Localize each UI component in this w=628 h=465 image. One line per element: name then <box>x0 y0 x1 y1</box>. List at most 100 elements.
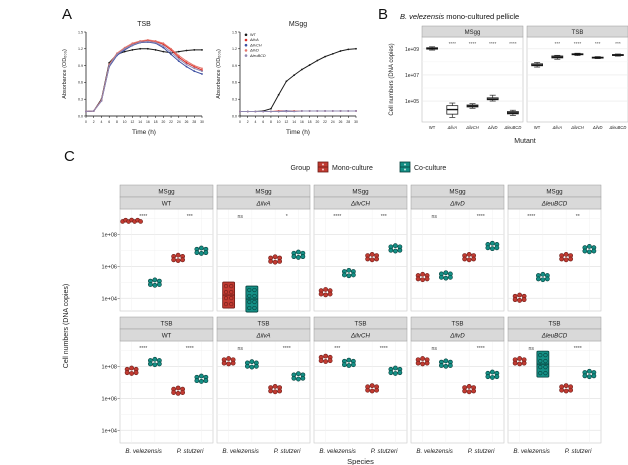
svg-text:****: **** <box>186 346 194 352</box>
svg-text:P. stutzeri: P. stutzeri <box>468 448 495 455</box>
svg-text:MSgg: MSgg <box>289 21 307 28</box>
svg-text:16: 16 <box>146 120 150 124</box>
svg-text:1.2: 1.2 <box>78 47 83 51</box>
svg-text:****: **** <box>527 214 535 220</box>
svg-text:ΔilvCH: ΔilvCH <box>570 125 584 130</box>
svg-text:****: **** <box>477 214 485 220</box>
svg-text:Mono-culture: Mono-culture <box>332 165 373 172</box>
svg-text:****: **** <box>449 41 457 47</box>
svg-text:4: 4 <box>101 120 103 124</box>
svg-text:1.5: 1.5 <box>78 30 83 34</box>
svg-text:ΔilvD: ΔilvD <box>592 125 603 130</box>
svg-text:24: 24 <box>177 120 181 124</box>
svg-text:1e+04: 1e+04 <box>102 296 117 302</box>
svg-text:ΔilvD: ΔilvD <box>449 333 465 340</box>
svg-text:22: 22 <box>323 120 327 124</box>
svg-text:B. velezensis: B. velezensis <box>319 448 355 455</box>
svg-text:8: 8 <box>116 120 118 124</box>
svg-text:WT: WT <box>162 201 172 208</box>
svg-text:24: 24 <box>331 120 335 124</box>
svg-text:P. stutzeri: P. stutzeri <box>274 448 301 455</box>
panel-b-label: B <box>378 6 389 23</box>
svg-text:TSB: TSB <box>451 321 463 328</box>
svg-text:****: **** <box>469 41 477 47</box>
svg-text:0: 0 <box>239 120 241 124</box>
svg-text:***: *** <box>615 41 621 47</box>
svg-text:Time (h): Time (h) <box>132 129 156 136</box>
svg-text:Cell numbers (DNA copies): Cell numbers (DNA copies) <box>63 284 70 368</box>
svg-text:ΔleuBCD: ΔleuBCD <box>608 125 626 130</box>
svg-text:****: **** <box>139 346 147 352</box>
svg-text:P. stutzeri: P. stutzeri <box>565 448 592 455</box>
svg-text:MSgg: MSgg <box>465 30 481 36</box>
svg-text:1e+06: 1e+06 <box>102 264 117 270</box>
svg-text:1e+08: 1e+08 <box>102 233 117 239</box>
svg-text:ns: ns <box>432 214 438 220</box>
svg-text:Mutant: Mutant <box>514 138 535 145</box>
svg-text:10: 10 <box>123 120 127 124</box>
svg-text:12: 12 <box>285 120 289 124</box>
svg-text:MSgg: MSgg <box>255 189 272 196</box>
svg-text:ΔleuBCD: ΔleuBCD <box>541 201 568 208</box>
svg-text:8: 8 <box>270 120 272 124</box>
svg-text:TSB: TSB <box>548 321 560 328</box>
svg-text:4: 4 <box>255 120 257 124</box>
svg-text:Time (h): Time (h) <box>286 129 310 136</box>
svg-text:1.5: 1.5 <box>232 30 237 34</box>
svg-text:ΔleuBCD: ΔleuBCD <box>503 125 521 130</box>
svg-text:TSB: TSB <box>354 321 366 328</box>
svg-text:B. velezensis: B. velezensis <box>125 448 161 455</box>
svg-text:1e+04: 1e+04 <box>102 428 117 434</box>
svg-text:6: 6 <box>108 120 110 124</box>
svg-text:*: * <box>286 214 288 220</box>
svg-text:MSgg: MSgg <box>352 189 369 196</box>
svg-text:****: **** <box>574 41 582 47</box>
svg-text:ΔilvCH: ΔilvCH <box>350 333 370 340</box>
svg-text:ΔilvA: ΔilvA <box>249 38 259 42</box>
svg-text:****: **** <box>509 41 517 47</box>
svg-text:28: 28 <box>346 120 350 124</box>
svg-text:***: *** <box>554 41 560 47</box>
svg-text:16: 16 <box>300 120 304 124</box>
svg-text:MSgg: MSgg <box>546 189 563 196</box>
svg-text:1e+05: 1e+05 <box>405 99 419 105</box>
svg-text:1e+09: 1e+09 <box>405 47 419 53</box>
svg-text:ΔilvD: ΔilvD <box>449 201 465 208</box>
svg-text:0.6: 0.6 <box>232 81 237 85</box>
svg-text:**: ** <box>576 214 580 220</box>
svg-text:ΔilvA: ΔilvA <box>255 201 270 208</box>
svg-text:Cell numbers (DNA copies): Cell numbers (DNA copies) <box>389 43 395 115</box>
svg-text:TSB: TSB <box>257 321 269 328</box>
svg-text:0.3: 0.3 <box>78 98 83 102</box>
svg-text:****: **** <box>333 214 341 220</box>
svg-text:ns: ns <box>432 346 438 352</box>
svg-text:****: **** <box>380 346 388 352</box>
svg-text:ΔilvCH: ΔilvCH <box>249 43 262 47</box>
svg-text:0.0: 0.0 <box>232 114 237 118</box>
svg-text:Absorbance (OD₆₀₀): Absorbance (OD₆₀₀) <box>62 49 68 99</box>
svg-text:****: **** <box>489 41 497 47</box>
svg-text:18: 18 <box>308 120 312 124</box>
svg-text:18: 18 <box>154 120 158 124</box>
svg-text:1e+06: 1e+06 <box>102 396 117 402</box>
svg-text:ΔilvA: ΔilvA <box>447 125 458 130</box>
svg-text:12: 12 <box>131 120 135 124</box>
svg-text:****: **** <box>574 346 582 352</box>
svg-text:****: **** <box>139 214 147 220</box>
pellicle-boxplot: B. velezensis mono-cultured pellicle Cell… <box>386 10 628 150</box>
svg-text:TSB: TSB <box>572 30 584 36</box>
svg-text:TSB: TSB <box>137 21 151 28</box>
svg-text:ΔleuBCD: ΔleuBCD <box>249 54 266 58</box>
svg-text:1.2: 1.2 <box>232 47 237 51</box>
panel-c-label: C <box>64 148 75 165</box>
svg-text:10: 10 <box>277 120 281 124</box>
svg-text:Co-culture: Co-culture <box>414 165 446 172</box>
svg-text:0.9: 0.9 <box>78 64 83 68</box>
svg-text:ns: ns <box>529 346 535 352</box>
svg-text:ΔilvCH: ΔilvCH <box>465 125 479 130</box>
svg-text:Group: Group <box>291 165 311 172</box>
svg-text:WT: WT <box>250 33 257 37</box>
coculture-dot-grid: Group Mono-culture Co-culture Cell numbers … <box>0 145 628 465</box>
svg-text:ΔilvA: ΔilvA <box>255 333 270 340</box>
svg-text:ΔilvD: ΔilvD <box>249 49 259 53</box>
